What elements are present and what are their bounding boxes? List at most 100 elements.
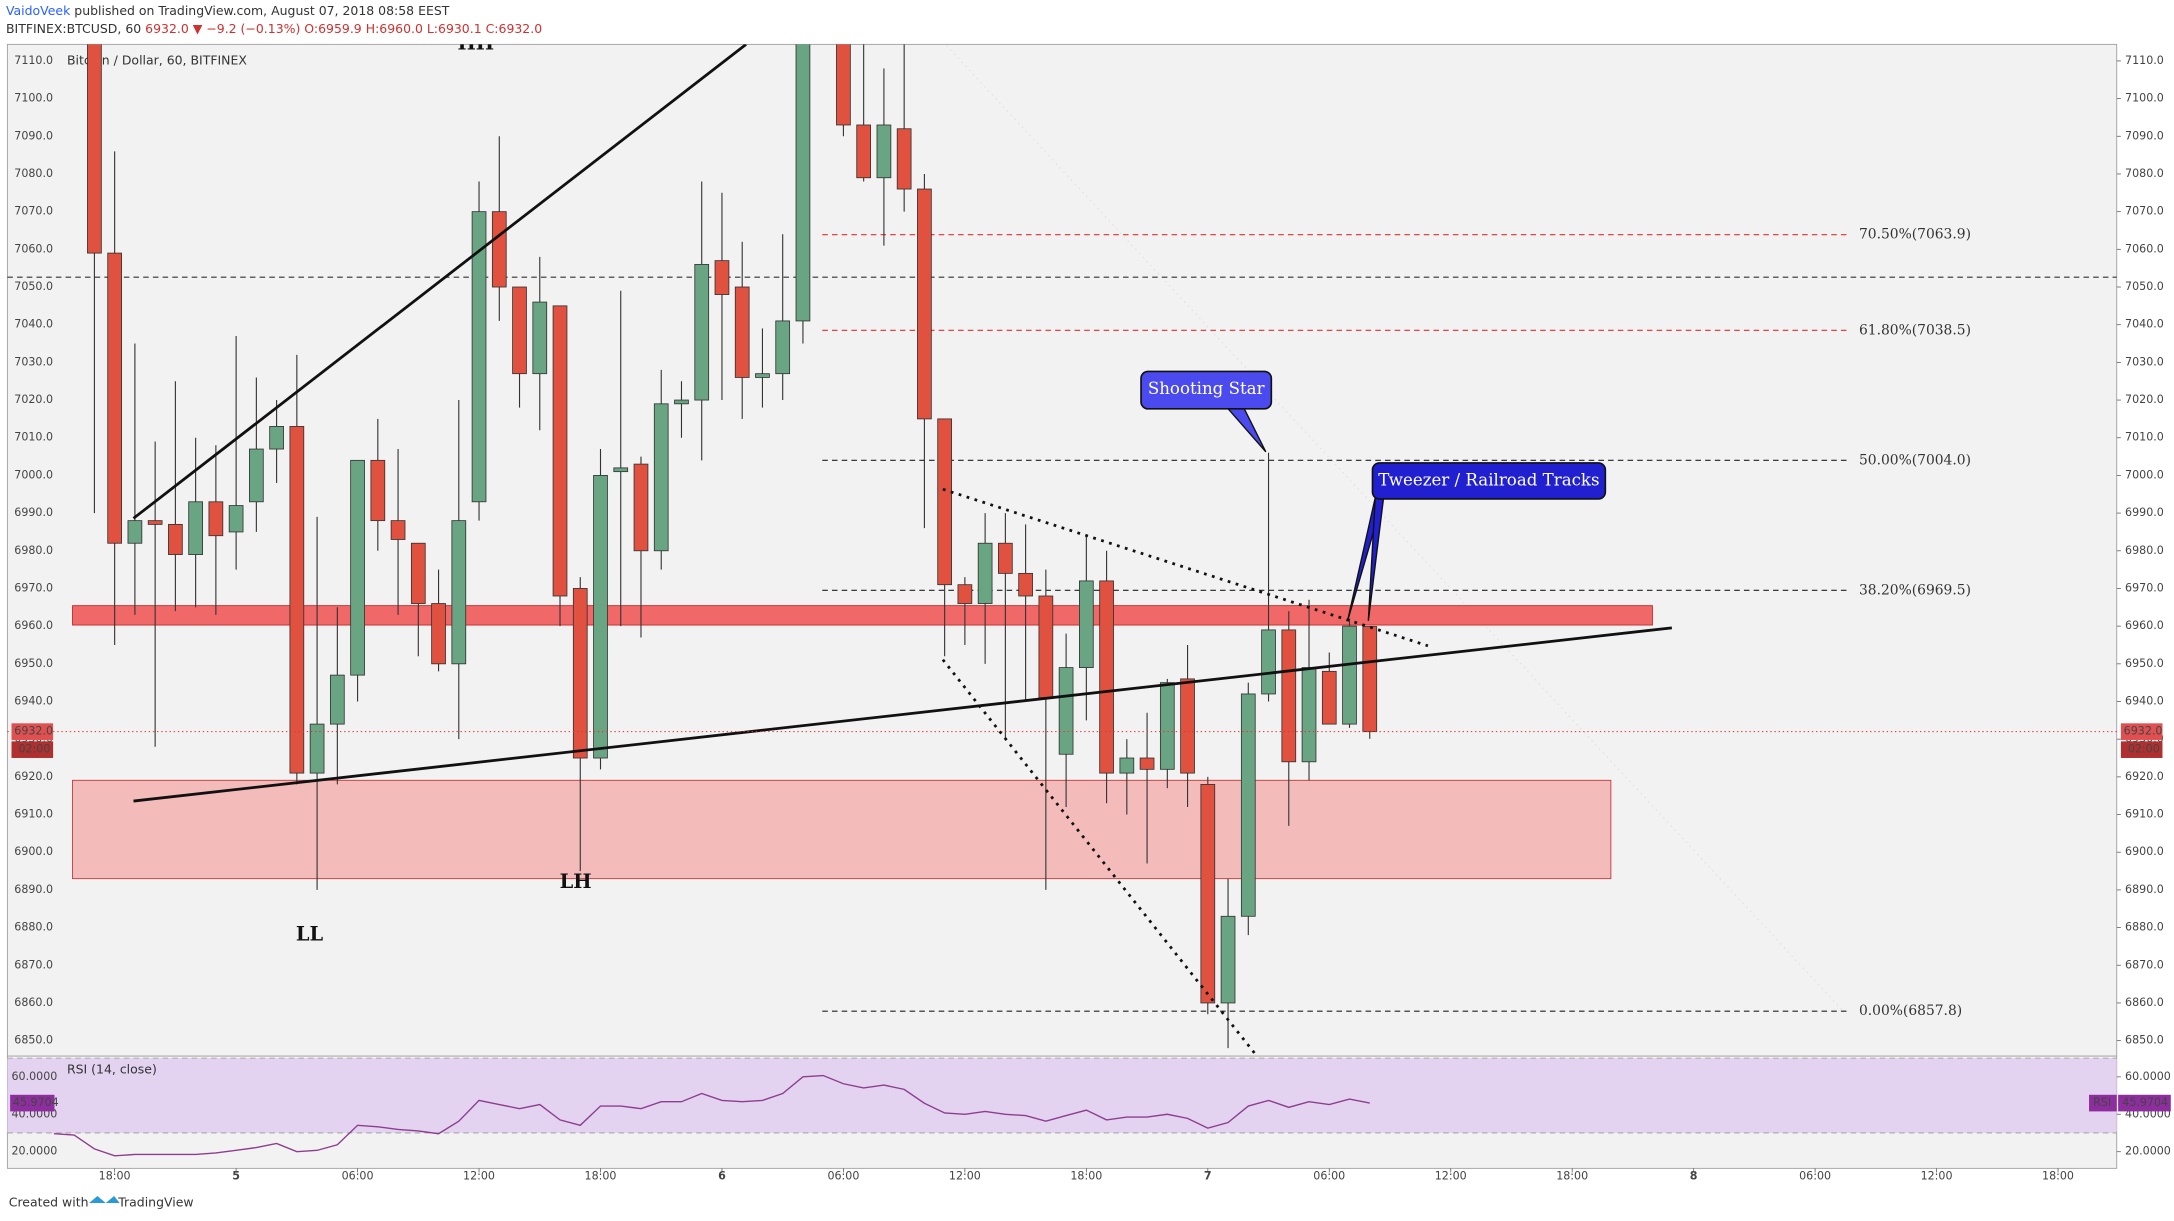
trendlines bbox=[132, 44, 1673, 1055]
candle-body bbox=[694, 263, 710, 401]
candle-body bbox=[1180, 678, 1195, 774]
annotation: LH bbox=[560, 870, 592, 893]
y-tick-label: 6850.0 bbox=[14, 1034, 53, 1047]
rsi-line bbox=[53, 1074, 1370, 1157]
candle-body bbox=[87, 44, 102, 254]
candle-body bbox=[410, 542, 426, 604]
candle-body bbox=[309, 723, 325, 774]
footer-brand[interactable]: TradingView bbox=[117, 1194, 193, 1209]
rsi-tick-label: 60.0000 bbox=[12, 1070, 58, 1083]
footer-text: Created with bbox=[9, 1194, 89, 1209]
y-tick-label: 7040.0 bbox=[2125, 318, 2164, 331]
candle-body bbox=[1018, 572, 1033, 597]
candle-body bbox=[350, 459, 365, 676]
candle-body bbox=[329, 674, 345, 725]
countdown-tag bbox=[11, 741, 54, 758]
y-tick-label: 6960.0 bbox=[14, 619, 53, 632]
y-tick-label: 6880.0 bbox=[2125, 921, 2164, 934]
symbol-line: BITFINEX:BTCUSD, 60 6932.0 ▼ −9.2 (−0.13… bbox=[6, 21, 542, 36]
candle-body bbox=[1261, 629, 1276, 695]
rsi-plot bbox=[53, 1074, 1370, 1157]
faint-trendline bbox=[944, 44, 1845, 1013]
logo bbox=[89, 1196, 120, 1203]
y-tick-label: 6940.0 bbox=[14, 695, 53, 708]
candle-body bbox=[674, 399, 689, 405]
fib-label: 0.00%(6857.8) bbox=[1859, 1003, 1962, 1019]
price-tag-label: 6932.0 bbox=[14, 725, 53, 738]
rsi-tick-label: 60.0000 bbox=[2125, 1070, 2171, 1083]
candle-body bbox=[431, 603, 446, 665]
y-tick-label: 6890.0 bbox=[2125, 883, 2164, 896]
published: published on TradingView.com, August 07,… bbox=[74, 3, 449, 18]
x-tick-label: 12:00 bbox=[1921, 1170, 1953, 1183]
candle-body bbox=[552, 305, 568, 597]
candle-body bbox=[653, 403, 669, 552]
x-tick-label: 12:00 bbox=[1435, 1170, 1467, 1183]
candle-body bbox=[1038, 595, 1054, 699]
candle-body bbox=[127, 520, 143, 544]
callout bbox=[1140, 370, 1273, 410]
candle-body bbox=[390, 520, 406, 540]
y-tick-label: 6900.0 bbox=[14, 845, 53, 858]
y-tick-label: 7100.0 bbox=[2125, 92, 2164, 105]
x-tick-label: 18:00 bbox=[585, 1170, 617, 1183]
callout-text: Shooting Star bbox=[1148, 379, 1265, 398]
callout-text: Tweezer / Railroad Tracks bbox=[1378, 470, 1599, 489]
y-tick-label: 7020.0 bbox=[2125, 393, 2164, 406]
x-tick-label: 06:00 bbox=[827, 1170, 859, 1183]
y-tick-label: 7050.0 bbox=[14, 280, 53, 293]
fib-label: 38.20%(6969.5) bbox=[1859, 582, 1971, 598]
resistance-zone bbox=[72, 605, 1653, 626]
candle-body bbox=[998, 542, 1013, 574]
x-tick-label: 06:00 bbox=[342, 1170, 374, 1183]
candle-body bbox=[714, 260, 730, 295]
x-tick-label: 06:00 bbox=[1799, 1170, 1831, 1183]
candle-body bbox=[269, 426, 284, 450]
support-zone bbox=[72, 779, 1612, 880]
dotted-trendline bbox=[942, 487, 1429, 648]
candle-body bbox=[1301, 667, 1317, 763]
y-tick-label: 6950.0 bbox=[2125, 657, 2164, 670]
callout bbox=[1371, 462, 1607, 500]
y-tick-label: 7030.0 bbox=[14, 355, 53, 368]
rsi-tag bbox=[10, 1094, 55, 1112]
x-tick-label: 5 bbox=[232, 1170, 240, 1183]
chart-title: Bitcoin / Dollar, 60, BITFINEX bbox=[67, 52, 247, 67]
y-tick-label: 6890.0 bbox=[14, 883, 53, 896]
candle-body bbox=[289, 426, 305, 774]
y-tick-label: 6970.0 bbox=[14, 581, 53, 594]
candle-body bbox=[188, 501, 203, 555]
candle-body bbox=[1119, 757, 1135, 774]
symbol: BITFINEX:BTCUSD, 60 bbox=[6, 21, 141, 36]
rsi-name-label: RSI bbox=[2093, 1096, 2111, 1109]
y-tick-label: 7060.0 bbox=[2125, 242, 2164, 255]
author[interactable]: VaidoVeek bbox=[6, 3, 71, 18]
candle-body bbox=[208, 501, 224, 537]
candle-body bbox=[593, 475, 608, 759]
candle-body bbox=[1058, 667, 1074, 755]
y-tick-label: 7090.0 bbox=[2125, 129, 2164, 142]
dotted-trendline bbox=[941, 658, 1256, 1055]
y-tick-label: 7000.0 bbox=[2125, 468, 2164, 481]
annotation: HH bbox=[457, 31, 494, 54]
rsi-tag-label: 45.9704 bbox=[13, 1096, 59, 1109]
x-tick-label: 6 bbox=[718, 1170, 726, 1183]
y-tick-label: 6870.0 bbox=[2125, 958, 2164, 971]
rsi-band bbox=[7, 1058, 2117, 1133]
countdown-tag bbox=[2120, 741, 2163, 758]
rsi-name-tag bbox=[2089, 1094, 2117, 1112]
y-tick-label: 6850.0 bbox=[2125, 1034, 2164, 1047]
candle-body bbox=[896, 128, 912, 190]
y-tick-label: 7110.0 bbox=[2125, 54, 2164, 67]
countdown-label: 02:00 bbox=[2128, 743, 2160, 756]
y-tick-label: 7100.0 bbox=[14, 92, 53, 105]
y-tick-label: 7070.0 bbox=[14, 205, 53, 218]
x-tick-label: 12:00 bbox=[463, 1170, 495, 1183]
fib-label: 70.50%(7063.9) bbox=[1859, 227, 1971, 243]
price-tag bbox=[2120, 723, 2163, 740]
y-tick-label: 6990.0 bbox=[14, 506, 53, 519]
y-tick-label: 7010.0 bbox=[2125, 431, 2164, 444]
price-tag-label: 6932.0 bbox=[2124, 725, 2163, 738]
y-tick-label: 7090.0 bbox=[14, 129, 53, 142]
